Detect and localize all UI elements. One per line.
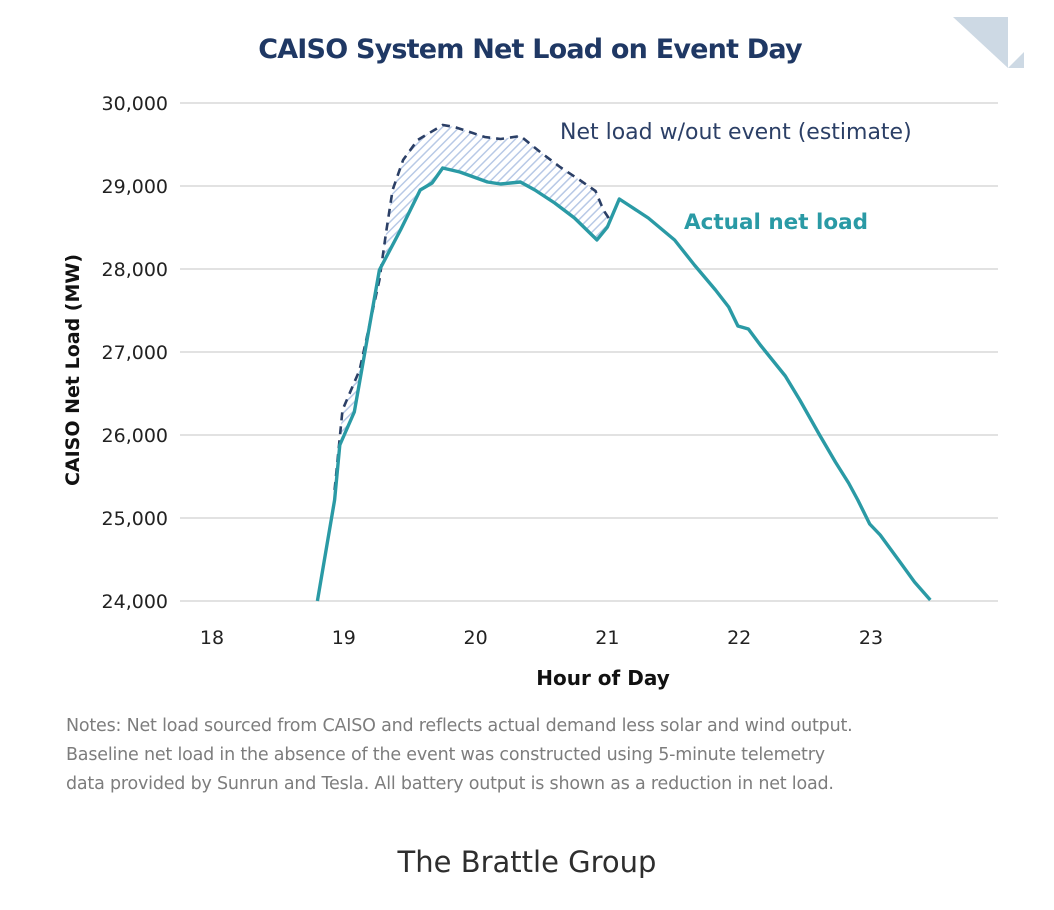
- x-axis-ticks: 18 19 20 21 22 23: [200, 627, 883, 649]
- x-tick-label: 20: [464, 627, 488, 649]
- series-line-estimate: [333, 123, 621, 491]
- y-tick-label: 29,000: [102, 176, 168, 198]
- annotation-actual: Actual net load: [684, 210, 868, 235]
- net-load-chart: CAISO System Net Load on Event Day 24,00…: [62, 17, 1024, 690]
- corner-decoration-icon: [953, 17, 1024, 68]
- x-tick-label: 23: [859, 627, 883, 649]
- x-tick-label: 22: [727, 627, 751, 649]
- y-tick-label: 26,000: [102, 425, 168, 447]
- x-tick-label: 21: [595, 627, 619, 649]
- notes-line: Baseline net load in the absence of the …: [66, 745, 825, 765]
- notes-line: data provided by Sunrun and Tesla. All b…: [66, 774, 834, 794]
- y-tick-label: 30,000: [102, 93, 168, 115]
- x-tick-label: 18: [200, 627, 224, 649]
- chart-notes: Notes: Net load sourced from CAISO and r…: [66, 712, 1026, 799]
- y-axis-ticks: 24,000 25,000 26,000 27,000 28,000 29,000 30,0…: [102, 93, 168, 613]
- x-axis-label: Hour of Day: [536, 666, 669, 690]
- source-credit: The Brattle Group: [397, 845, 657, 879]
- y-tick-label: 28,000: [102, 259, 168, 281]
- y-tick-label: 24,000: [102, 591, 168, 613]
- series-line-actual: [315, 166, 932, 602]
- y-axis-label: CAISO Net Load (MW): [62, 254, 84, 486]
- grid-lines: [180, 102, 998, 602]
- chart-title: CAISO System Net Load on Event Day: [258, 34, 803, 65]
- x-tick-label: 19: [332, 627, 356, 649]
- event-reduction-area: [334, 125, 620, 500]
- y-tick-label: 25,000: [102, 508, 168, 530]
- y-tick-label: 27,000: [102, 342, 168, 364]
- annotation-estimate: Net load w/out event (estimate): [560, 120, 912, 145]
- notes-line: Notes: Net load sourced from CAISO and r…: [66, 716, 853, 736]
